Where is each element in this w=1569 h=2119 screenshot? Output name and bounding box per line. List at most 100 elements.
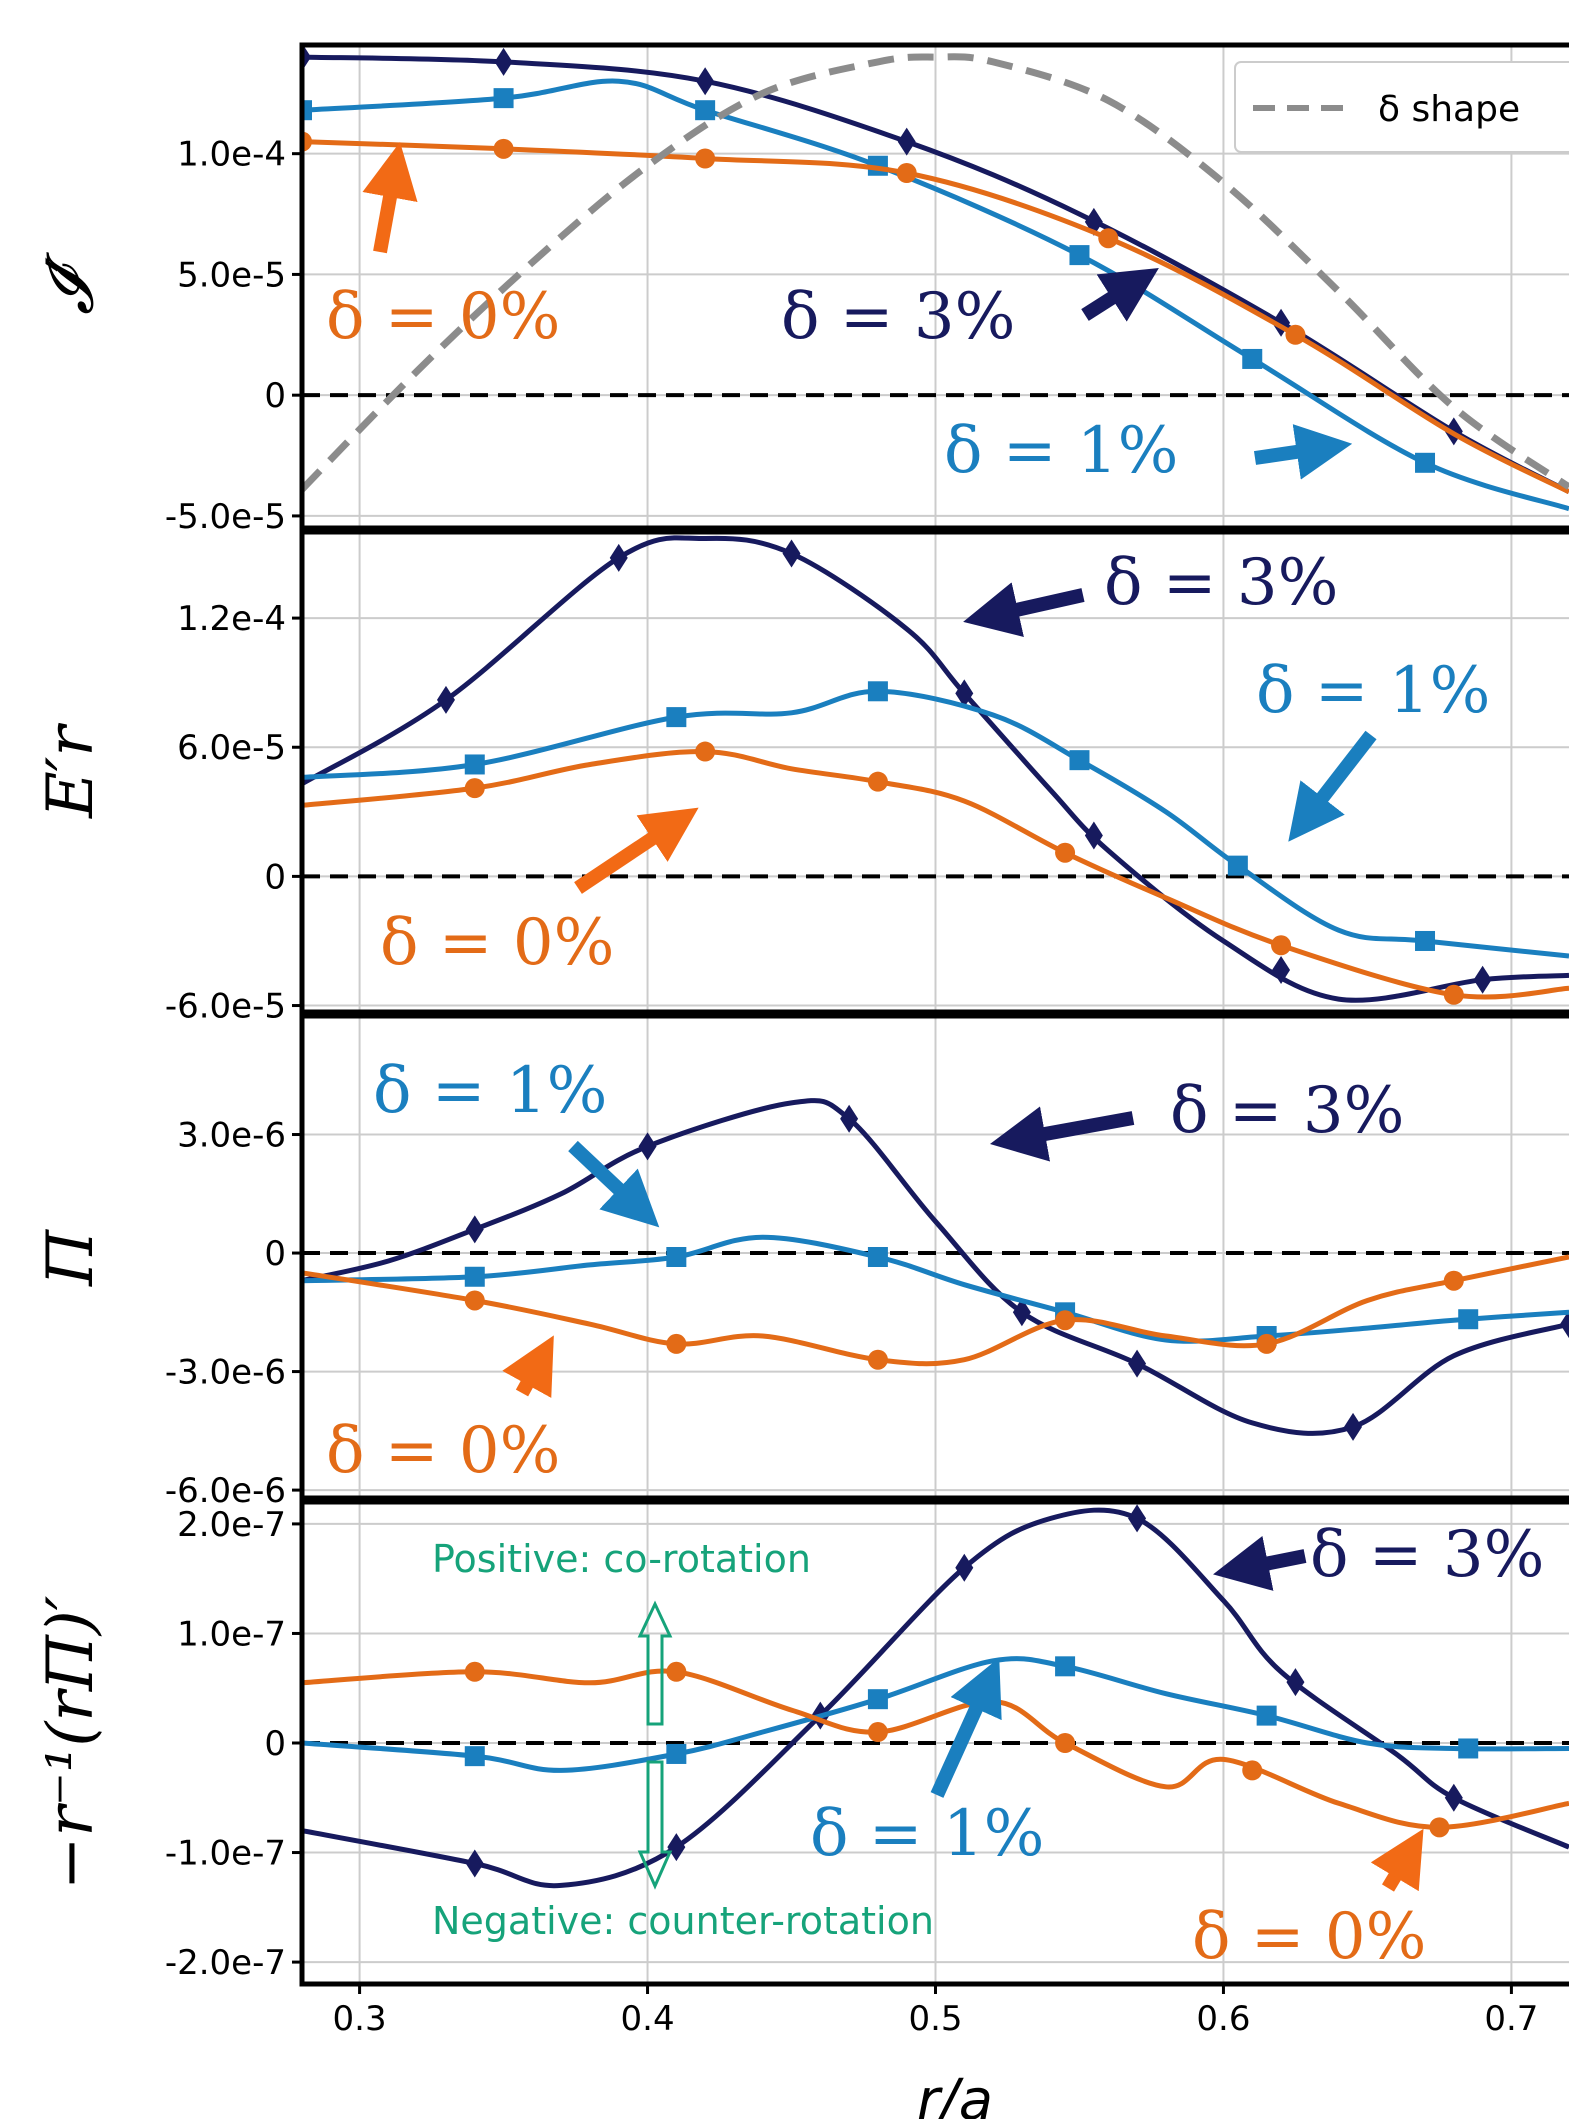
marker-d1 (1415, 930, 1436, 951)
panel-intensity-gradient: -5.0e-5 0 5.0e-5 1.0e-4 𝓘′ δ shape δ = 0% δ… (34, 42, 1569, 537)
y-tick-label: 1.0e-7 (177, 1614, 286, 1654)
marker-d1 (1458, 1738, 1479, 1759)
marker-d1 (464, 1746, 485, 1767)
y-tick-label: 6.0e-5 (177, 728, 286, 768)
marker-d0 (1055, 842, 1076, 863)
note-positive: Positive: co-rotation (432, 1537, 811, 1581)
marker-d1 (867, 681, 888, 702)
marker-d3 (1473, 965, 1492, 994)
arrow-delta-1 (1253, 424, 1353, 480)
panel-flux-divergence: -2.0e-7 -1.0e-7 0 1.0e-7 2.0e-7 −r⁻¹(rΠ)′ Po… (34, 1499, 1569, 1987)
y-tick-label: 2.0e-7 (177, 1505, 286, 1545)
marker-d0 (1242, 1760, 1263, 1781)
marker-d1 (464, 754, 485, 775)
marker-d3 (1272, 956, 1291, 985)
marker-d1 (464, 1266, 485, 1287)
legend: δ shape (1234, 61, 1569, 153)
marker-d3 (436, 685, 455, 714)
legend-label: δ shape (1378, 89, 1520, 130)
marker-d0 (1055, 1733, 1076, 1753)
marker-d0 (896, 162, 917, 183)
marker-d0 (1256, 1333, 1277, 1354)
marker-d3 (1012, 1298, 1031, 1327)
y-tick-label: -6.0e-5 (165, 987, 286, 1027)
y-tick-label: 0 (264, 1234, 286, 1274)
marker-d1 (695, 100, 716, 121)
series-layer (302, 1098, 1569, 1441)
marker-d1 (1227, 855, 1248, 876)
marker-d0 (1443, 984, 1464, 1005)
marker-d3 (1560, 1310, 1569, 1339)
marker-d0 (464, 1661, 485, 1682)
marker-d1 (302, 100, 312, 121)
panel-momentum-flux: -6.0e-6 -3.0e-6 0 3.0e-6 Π δ = 1% δ = 3% δ … (34, 1013, 1569, 1511)
marker-d0 (666, 1661, 687, 1682)
marker-d0 (695, 148, 716, 169)
marker-d1 (1415, 452, 1436, 473)
y-axis-label: Π (34, 1229, 108, 1287)
arrow-delta-1 (1288, 730, 1377, 842)
marker-d0 (1098, 228, 1119, 249)
series-line-d0 (302, 1254, 1569, 1367)
x-tick-label: 0.5 (908, 1999, 962, 2039)
y-axis-label: −r⁻¹(rΠ)′ (34, 1595, 108, 1890)
marker-d3 (1286, 1668, 1305, 1697)
x-tick-label: 0.4 (621, 1999, 675, 2039)
marker-d0 (1055, 1310, 1076, 1331)
marker-d0 (867, 1349, 888, 1370)
marker-d1 (867, 1247, 888, 1267)
marker-d0 (464, 1290, 485, 1311)
arrow-delta-3 (1081, 267, 1159, 322)
marker-d3 (955, 1553, 974, 1582)
annotation-delta-1: δ = 1% (373, 1054, 607, 1128)
annotation-delta-1: δ = 1% (1256, 654, 1490, 728)
marker-d3 (1128, 1504, 1147, 1533)
series-line-d1 (302, 688, 1569, 959)
y-axis-label: 𝓘′ (34, 252, 108, 315)
y-ticks: -6.0e-6 -3.0e-6 0 3.0e-6 (165, 1116, 302, 1511)
marker-d0 (1271, 935, 1292, 956)
marker-d3 (840, 1104, 859, 1133)
marker-d3 (782, 539, 801, 568)
marker-d0 (1443, 1270, 1464, 1291)
marker-d0 (867, 1722, 888, 1743)
marker-d1 (666, 707, 687, 728)
marker-d1 (1069, 750, 1090, 771)
annotation-delta-3: δ = 3% (781, 280, 1015, 354)
y-ticks: -2.0e-7 -1.0e-7 0 1.0e-7 2.0e-7 (165, 1505, 302, 1983)
arrow-delta-3 (963, 582, 1085, 637)
marker-d3 (1084, 821, 1103, 850)
arrow-delta-3 (989, 1106, 1135, 1162)
marker-d3 (465, 1849, 484, 1878)
annotation-delta-1: δ = 1% (944, 414, 1178, 488)
arrow-delta-0 (574, 807, 699, 894)
y-tick-label: 0 (264, 376, 286, 416)
marker-d1 (1256, 1705, 1277, 1726)
marker-d3 (465, 1215, 484, 1244)
marker-d3 (1128, 1349, 1147, 1378)
y-ticks: -5.0e-5 0 5.0e-5 1.0e-4 (165, 135, 302, 537)
note-negative: Negative: counter-rotation (432, 1899, 934, 1943)
marker-d1 (666, 1743, 687, 1764)
series-line-d1 (302, 78, 1569, 512)
marker-d3 (638, 1132, 657, 1161)
annotation-delta-1: δ = 1% (810, 1797, 1044, 1871)
marker-d1 (867, 1689, 888, 1710)
axes-frame (299, 1013, 1569, 1501)
arrow-delta-1 (568, 1140, 660, 1228)
y-tick-label: -6.0e-6 (165, 1471, 286, 1511)
annotation-delta-3: δ = 3% (1104, 546, 1338, 620)
marker-d3 (609, 543, 628, 572)
y-tick-label: 1.2e-4 (177, 599, 286, 639)
axes-frame (299, 529, 1569, 1015)
annotation-delta-0: δ = 0% (380, 906, 614, 980)
x-tick-label: 0.3 (333, 1999, 387, 2039)
marker-d1 (1242, 348, 1263, 369)
marker-d3 (897, 127, 916, 156)
marker-d3 (696, 67, 715, 96)
marker-d0 (1285, 324, 1306, 345)
y-tick-label: 0 (264, 1724, 286, 1764)
y-tick-label: 1.0e-4 (177, 135, 286, 175)
arrow-delta-0 (502, 1335, 554, 1398)
